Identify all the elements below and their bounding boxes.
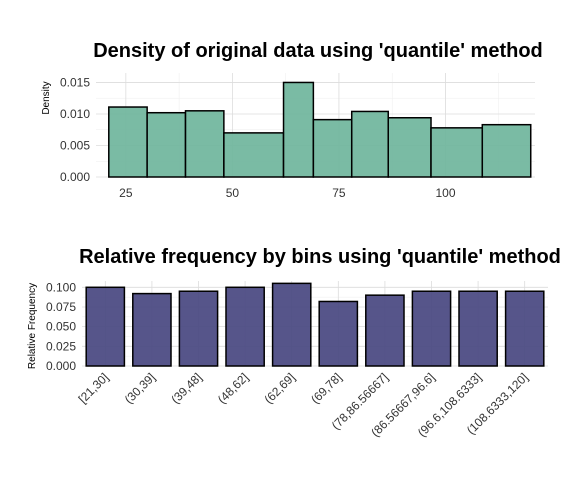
bar-chart-y-tick-label: 0.075: [46, 300, 76, 314]
bar-chart-bar: [318, 300, 359, 367]
bar-chart-y-ticks: 0.000 0.025 0.050 0.075 0.100: [46, 280, 76, 373]
bar-chart-y-tick-label: 0.100: [46, 280, 76, 294]
bar-chart-y-tick-label: 0.050: [46, 320, 76, 334]
histogram-bar: [146, 111, 187, 178]
histogram-y-axis-label: Density: [41, 81, 52, 114]
density-histogram: Density of original data using 'quantile…: [41, 40, 543, 200]
bar-chart-x-tick-label: (62,69]: [262, 370, 298, 406]
bar-chart-bars: [85, 282, 545, 367]
bar-chart-x-tick-label: (48,62]: [215, 370, 251, 406]
histogram-x-ticks: 25 50 75 100: [119, 186, 456, 200]
relative-frequency-bar-chart: Relative frequency by bins using 'quanti…: [27, 246, 561, 440]
histogram-title: Density of original data using 'quantile…: [93, 40, 543, 62]
bar-chart-bar: [411, 290, 452, 367]
histogram-bar: [282, 81, 315, 178]
bar-chart-x-tick-label: (39,48]: [168, 370, 204, 406]
bar-chart-bar: [85, 286, 126, 367]
bar-chart-y-tick-label: 0.025: [46, 339, 76, 353]
histogram-bars: [108, 81, 532, 178]
histogram-y-tick-label: 0.005: [60, 138, 90, 152]
histogram-y-tick-label: 0.010: [60, 107, 90, 121]
bar-chart-x-tick-label: (30,39]: [122, 370, 158, 406]
bar-chart-x-tick-label: (69,78]: [308, 370, 344, 406]
histogram-x-tick-label: 100: [435, 186, 455, 200]
bar-chart-bar: [132, 292, 172, 367]
histogram-bar: [430, 127, 484, 178]
histogram-x-tick-label: 75: [332, 186, 346, 200]
histogram-y-ticks: 0.000 0.005 0.010 0.015: [60, 75, 90, 184]
histogram-y-tick-label: 0.000: [60, 170, 90, 184]
bar-chart-bar: [225, 286, 265, 367]
bar-chart-x-ticks: [21,30] (30,39] (39,48] (48,62] (62,69] (69,7…: [76, 370, 531, 439]
bar-chart-bar: [178, 290, 219, 367]
histogram-x-tick-label: 25: [119, 186, 133, 200]
histogram-bar: [223, 132, 285, 178]
histogram-bar: [184, 110, 225, 178]
bar-chart-bar: [458, 290, 498, 367]
histogram-bar: [350, 110, 389, 178]
bar-chart-bar: [504, 290, 545, 367]
histogram-bar: [387, 117, 432, 178]
histogram-bar: [481, 123, 532, 178]
histogram-bar: [108, 106, 148, 178]
bar-chart-bar: [365, 294, 405, 367]
bar-chart-x-tick-label: [21,30]: [76, 370, 112, 406]
histogram-bar: [312, 118, 353, 178]
bar-chart-y-tick-label: 0.000: [46, 359, 76, 373]
histogram-y-tick-label: 0.015: [60, 75, 90, 89]
bar-chart-bar: [271, 282, 312, 367]
bar-chart-y-axis-label: Relative Frequency: [27, 283, 38, 369]
histogram-x-tick-label: 50: [226, 186, 240, 200]
bar-chart-title: Relative frequency by bins using 'quanti…: [79, 246, 561, 268]
